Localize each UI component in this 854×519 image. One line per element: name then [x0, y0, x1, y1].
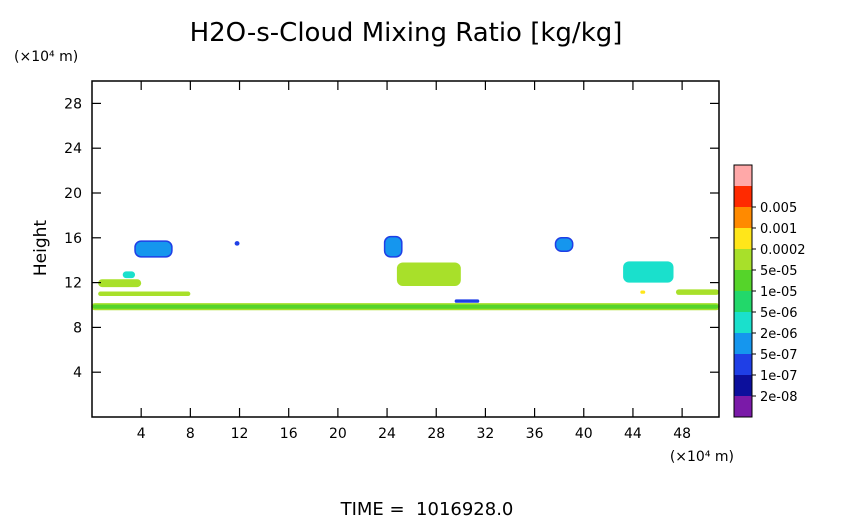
colorbar-swatch [734, 396, 752, 417]
colorbar-label: 1e-07 [760, 369, 798, 384]
cloud-region-3 [98, 279, 142, 288]
cloud-region-1 [91, 303, 720, 311]
x-axis-unit: (×10⁴ m) [670, 449, 734, 465]
y-axis-label: Height [31, 220, 51, 277]
y-tick-label: 20 [64, 186, 82, 202]
cloud-region-12 [640, 290, 646, 294]
colorbar-swatch [734, 165, 752, 186]
colorbar-swatch [734, 333, 752, 354]
x-tick-label: 44 [624, 426, 642, 442]
colorbar-swatch [734, 312, 752, 333]
x-tick-label: 4 [137, 426, 146, 442]
cloud-field [91, 235, 720, 311]
cloud-region-2 [98, 291, 191, 297]
colorbar-label: 5e-07 [760, 348, 798, 363]
y-tick-label: 28 [64, 96, 82, 112]
colorbar-frame [733, 164, 753, 418]
colorbar-swatch [734, 270, 752, 291]
colorbar-swatch [734, 375, 752, 396]
colorbar: 2e-08 1e-07 5e-07 2e-06 5e-06 1e-05 5e-05 0.000… [733, 164, 806, 418]
x-tick-label: 48 [673, 426, 691, 442]
colorbar-swatch [734, 207, 752, 228]
cloud-region-8 [396, 262, 461, 286]
chart-title: H2O-s-Cloud Mixing Ratio [kg/kg] [190, 18, 623, 48]
y-tick-label: 12 [64, 276, 82, 292]
cloud-region-4 [122, 271, 136, 279]
cloud-region-6 [234, 241, 240, 246]
x-tick-label: 12 [231, 426, 249, 442]
colorbar-swatch [734, 249, 752, 270]
y-tick-label: 24 [64, 141, 82, 157]
y-axis-unit: (×10⁴ m) [14, 49, 78, 65]
x-tick-label: 16 [280, 426, 298, 442]
x-tick-label: 24 [378, 426, 396, 442]
colorbar-label: 5e-06 [760, 306, 798, 321]
cloud-region-11 [623, 261, 674, 283]
x-tick-label: 28 [427, 426, 445, 442]
colorbar-label: 1e-05 [760, 285, 798, 300]
colorbar-label: 5e-05 [760, 264, 798, 279]
colorbar-swatch [734, 354, 752, 375]
cloud-region-10 [554, 237, 574, 252]
x-tick-label: 36 [526, 426, 544, 442]
y-tick-label: 8 [73, 320, 82, 336]
x-tick-label: 32 [476, 426, 494, 442]
cloud-region-7 [383, 235, 403, 258]
colorbar-swatch [734, 291, 752, 312]
colorbar-label: 2e-06 [760, 327, 798, 342]
colorbar-label: 0.001 [760, 222, 797, 237]
y-tick-label: 4 [73, 365, 82, 381]
colorbar-label: 0.005 [760, 201, 797, 216]
colorbar-label: 2e-08 [760, 390, 798, 405]
x-tick-label: 8 [186, 426, 195, 442]
cloud-region-5 [134, 240, 173, 258]
time-footer: TIME = 1016928.0 [340, 499, 514, 519]
cloud-region-13 [675, 289, 719, 295]
plot-frame [91, 80, 720, 418]
colorbar-swatch [734, 228, 752, 249]
cloud-region-9 [454, 299, 480, 303]
colorbar-swatch [734, 186, 752, 207]
x-tick-label: 40 [575, 426, 593, 442]
colorbar-label: 0.0002 [760, 243, 806, 258]
y-tick-label: 16 [64, 231, 82, 247]
x-tick-label: 20 [329, 426, 347, 442]
